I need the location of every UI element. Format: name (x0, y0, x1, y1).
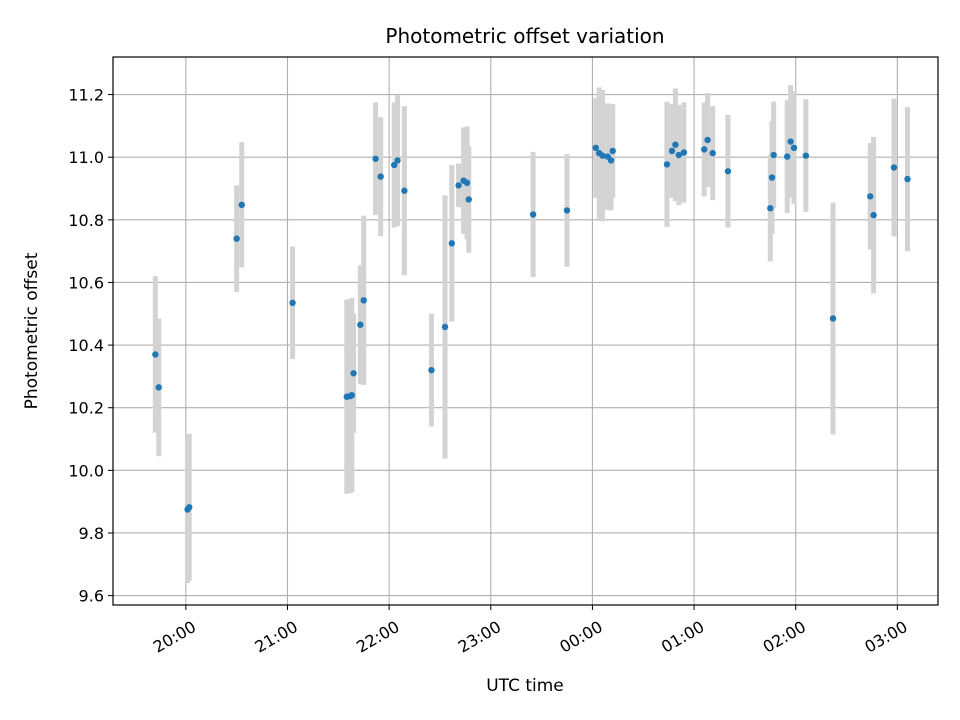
y-tick-label: 10.4 (68, 336, 104, 355)
data-point (701, 146, 708, 153)
data-point (592, 144, 600, 152)
data-point (767, 205, 774, 212)
data-point (401, 187, 408, 194)
data-point (238, 201, 245, 209)
data-point (152, 351, 159, 358)
data-point (465, 196, 472, 203)
data-point (768, 174, 776, 181)
data-point (357, 321, 364, 328)
data-point (529, 211, 537, 218)
data-point (563, 207, 571, 214)
data-point (463, 179, 471, 187)
data-point (663, 161, 671, 168)
data-point (348, 391, 356, 399)
data-point (155, 384, 162, 391)
data-point (870, 211, 877, 219)
data-point (607, 157, 615, 164)
data-point (599, 152, 606, 159)
data-point (394, 157, 401, 164)
data-point (770, 151, 777, 159)
data-point (448, 240, 456, 247)
data-point (233, 235, 240, 242)
data-point (680, 149, 688, 156)
data-point (377, 173, 384, 180)
data-point (391, 161, 398, 169)
data-point (675, 151, 683, 159)
y-tick-label: 11.0 (68, 148, 104, 167)
y-tick-label: 11.2 (68, 86, 104, 105)
grid (113, 57, 938, 605)
y-tick-label: 9.8 (79, 524, 104, 543)
data-point (724, 168, 732, 175)
data-point (428, 366, 435, 374)
data-point (867, 193, 874, 200)
y-tick-label: 10.0 (68, 461, 104, 480)
data-point (186, 504, 193, 511)
data-point (802, 152, 810, 159)
data-point (441, 323, 449, 331)
chart-title: Photometric offset variation (385, 24, 664, 48)
y-axis-label: Photometric offset (22, 252, 42, 409)
data-points (152, 136, 911, 513)
y-tick-label: 10.2 (68, 399, 104, 418)
data-point (672, 141, 679, 148)
data-point (704, 136, 711, 144)
data-point (904, 175, 911, 183)
y-tick-label: 10.6 (68, 273, 104, 292)
x-axis-label: UTC time (486, 676, 564, 696)
data-point (668, 147, 676, 155)
data-point (372, 155, 379, 162)
y-tick-label: 10.8 (68, 211, 104, 230)
y-axis-ticks: 9.6 9.8 10.0 10.2 10.4 10.6 10.8 11.0 11.2 (68, 86, 113, 606)
data-point (709, 149, 716, 157)
data-point (784, 153, 791, 160)
data-point (829, 315, 837, 322)
data-point (360, 297, 367, 304)
y-tick-label: 9.6 (79, 587, 104, 606)
plot-frame (112, 56, 939, 606)
data-point (890, 164, 898, 171)
data-point (609, 147, 616, 155)
data-point (790, 144, 798, 152)
data-point (787, 138, 794, 145)
data-point (455, 182, 462, 189)
data-point (350, 370, 357, 377)
data-point (289, 299, 296, 307)
